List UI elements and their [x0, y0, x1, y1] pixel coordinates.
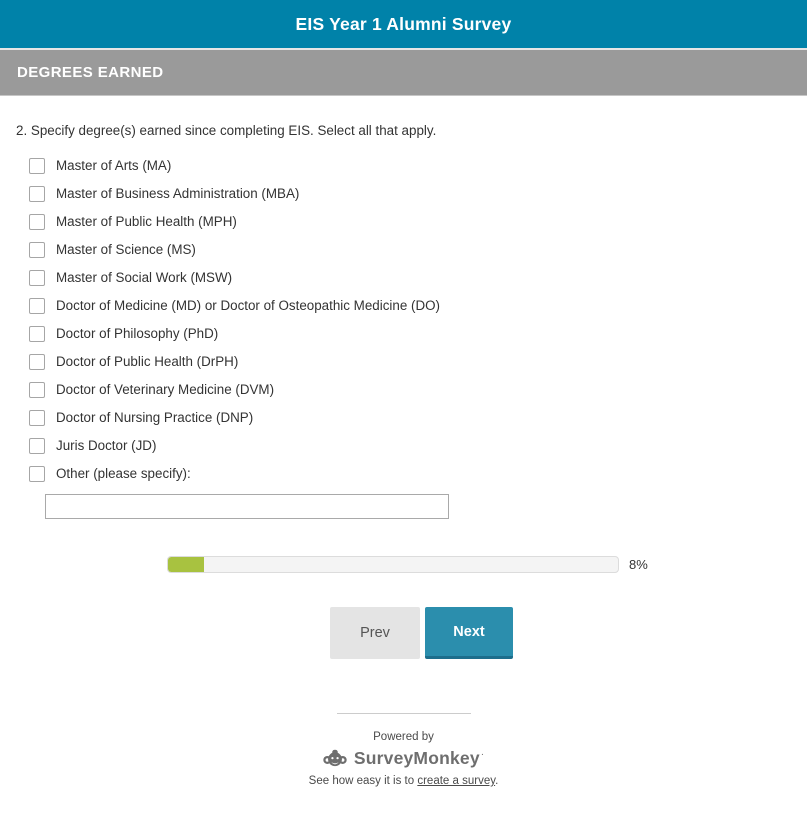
question-area: 2. Specify degree(s) earned since comple… — [0, 96, 807, 519]
option-label: Other (please specify): — [56, 466, 191, 481]
option-label: Juris Doctor (JD) — [56, 438, 157, 453]
option-row-other[interactable]: Other (please specify): — [29, 465, 791, 493]
option-row-mba[interactable]: Master of Business Administration (MBA) — [29, 185, 791, 213]
option-label: Doctor of Philosophy (PhD) — [56, 326, 219, 341]
option-row-phd[interactable]: Doctor of Philosophy (PhD) — [29, 325, 791, 353]
surveymonkey-monkey-icon — [323, 749, 347, 768]
option-label: Master of Science (MS) — [56, 242, 196, 257]
progress-bar — [167, 556, 619, 573]
option-row-ma[interactable]: Master of Arts (MA) — [29, 157, 791, 185]
option-label: Master of Arts (MA) — [56, 158, 172, 173]
checkbox-ms[interactable] — [29, 242, 45, 258]
checkbox-dnp[interactable] — [29, 410, 45, 426]
option-label: Doctor of Public Health (DrPH) — [56, 354, 239, 369]
option-row-jd[interactable]: Juris Doctor (JD) — [29, 437, 791, 465]
progress: 8% — [167, 556, 807, 573]
navigation-buttons: Prev Next — [18, 607, 807, 659]
option-label: Master of Business Administration (MBA) — [56, 186, 300, 201]
option-row-msw[interactable]: Master of Social Work (MSW) — [29, 269, 791, 297]
powered-by-label: Powered by — [373, 731, 434, 743]
option-row-drph[interactable]: Doctor of Public Health (DrPH) — [29, 353, 791, 381]
option-label: Master of Public Health (MPH) — [56, 214, 237, 229]
section-header: DEGREES EARNED — [0, 50, 807, 96]
surveymonkey-logo[interactable]: SurveyMonkey · — [0, 748, 807, 769]
footer: Powered by SurveyMonkey · See how ea — [0, 713, 807, 787]
tagline-period: . — [495, 775, 499, 787]
option-label: Doctor of Veterinary Medicine (DVM) — [56, 382, 275, 397]
option-row-mph[interactable]: Master of Public Health (MPH) — [29, 213, 791, 241]
option-row-ms[interactable]: Master of Science (MS) — [29, 241, 791, 269]
footer-tagline: See how easy it is to create a survey. — [0, 775, 807, 787]
checkbox-phd[interactable] — [29, 326, 45, 342]
create-survey-link[interactable]: create a survey — [417, 775, 496, 787]
header-divider — [0, 48, 807, 50]
survey-page: EIS Year 1 Alumni Survey DEGREES EARNED … — [0, 0, 807, 787]
options-list: Master of Arts (MA) Master of Business A… — [29, 157, 791, 493]
surveymonkey-wordmark: SurveyMonkey — [353, 748, 480, 768]
option-row-md-do[interactable]: Doctor of Medicine (MD) or Doctor of Ost… — [29, 297, 791, 325]
survey-header: EIS Year 1 Alumni Survey — [0, 0, 807, 48]
checkbox-jd[interactable] — [29, 438, 45, 454]
checkbox-ma[interactable] — [29, 158, 45, 174]
survey-title: EIS Year 1 Alumni Survey — [295, 13, 512, 34]
option-label: Doctor of Nursing Practice (DNP) — [56, 410, 254, 425]
checkbox-dvm[interactable] — [29, 382, 45, 398]
tagline-text: See how easy it is to — [308, 775, 418, 787]
section-title: DEGREES EARNED — [17, 64, 164, 81]
checkbox-mph[interactable] — [29, 214, 45, 230]
checkbox-md-do[interactable] — [29, 298, 45, 314]
checkbox-drph[interactable] — [29, 354, 45, 370]
checkbox-mba[interactable] — [29, 186, 45, 202]
progress-percent: 8% — [629, 557, 648, 572]
next-button[interactable]: Next — [425, 607, 513, 659]
option-row-dvm[interactable]: Doctor of Veterinary Medicine (DVM) — [29, 381, 791, 409]
trademark-mark: · — [480, 749, 485, 760]
option-row-dnp[interactable]: Doctor of Nursing Practice (DNP) — [29, 409, 791, 437]
other-specify-input[interactable] — [45, 494, 449, 519]
checkbox-other[interactable] — [29, 466, 45, 482]
question-text: 2. Specify degree(s) earned since comple… — [16, 123, 437, 138]
option-label: Master of Social Work (MSW) — [56, 270, 233, 285]
checkbox-msw[interactable] — [29, 270, 45, 286]
footer-divider — [336, 713, 471, 714]
prev-button[interactable]: Prev — [330, 607, 420, 659]
progress-fill — [168, 557, 204, 572]
option-label: Doctor of Medicine (MD) or Doctor of Ost… — [56, 298, 440, 313]
